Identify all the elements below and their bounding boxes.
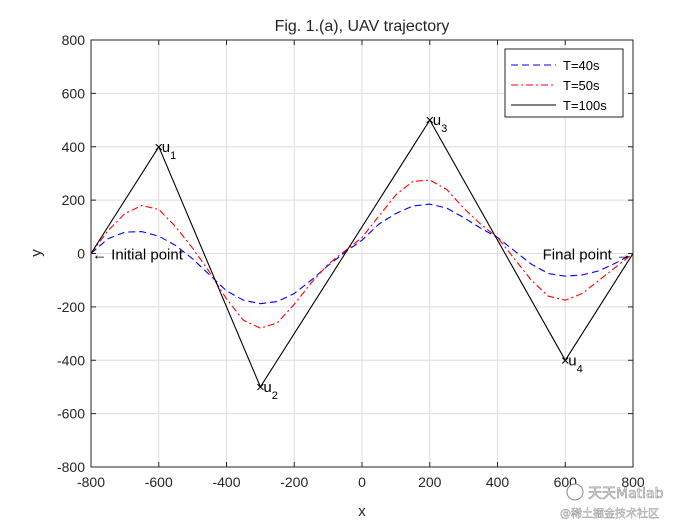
- waypoint-marker: ×: [154, 139, 163, 156]
- watermark: 天天Matlab @稀土掘金技术社区: [560, 483, 664, 520]
- x-tick-label: -800: [77, 474, 105, 490]
- final-point-label: Final point →: [543, 247, 631, 264]
- legend: T=40s T=50s T=100s: [504, 48, 624, 118]
- legend-box: [504, 48, 624, 118]
- initial-point-label: ← Initial point: [92, 247, 184, 264]
- y-axis-title: y: [28, 249, 45, 257]
- x-tick-label: -400: [212, 474, 240, 490]
- x-tick-label: 0: [358, 474, 366, 490]
- series-line-T=100s: [90, 119, 634, 388]
- waypoint-label-subscript: 4: [577, 363, 583, 375]
- legend-label-T=100s: T=100s: [563, 98, 607, 113]
- series-line-T=50s: [90, 179, 634, 329]
- waypoint-label-subscript: 2: [272, 390, 278, 402]
- chart-title: Fig. 1.(a), UAV trajectory: [275, 18, 450, 35]
- y-tick-label: 800: [62, 32, 86, 48]
- x-tick-label: 200: [418, 474, 442, 490]
- watermark-subtitle: @稀土掘金技术社区: [560, 506, 659, 520]
- x-tick-label: -200: [280, 474, 308, 490]
- y-tick-label: 0: [77, 246, 85, 262]
- series-line-T=40s: [90, 203, 634, 305]
- legend-label-T=40s: T=40s: [563, 58, 600, 73]
- x-tick-label: -600: [145, 474, 173, 490]
- y-tick-label: -600: [57, 406, 85, 422]
- x-tick-labels: -800 -600 -400 -200 0 200 400 600 800: [77, 40, 645, 490]
- waypoint-label-subscript: 3: [441, 123, 447, 135]
- waypoint-marker: ×: [256, 379, 265, 396]
- watermark-title: 天天Matlab: [588, 486, 664, 502]
- x-tick-label: 400: [486, 474, 510, 490]
- y-tick-label: -400: [57, 352, 85, 368]
- waypoint-label-subscript: 1: [170, 150, 176, 162]
- y-tick-labels: -800 -600 -400 -200 0 200 400 600 800: [57, 32, 633, 475]
- y-tick-label: 600: [62, 85, 86, 101]
- x-axis-title: x: [358, 503, 366, 520]
- wechat-icon: [566, 483, 584, 501]
- legend-label-T=50s: T=50s: [563, 78, 600, 93]
- y-tick-label: -800: [57, 459, 85, 475]
- y-tick-label: -200: [57, 299, 85, 315]
- y-tick-label: 200: [62, 192, 86, 208]
- grid-lines: [91, 40, 633, 467]
- series-group: [90, 119, 634, 388]
- waypoint-marker: ×: [425, 112, 434, 129]
- y-tick-label: 400: [62, 139, 86, 155]
- x-tick-label: 800: [621, 474, 645, 490]
- waypoint-marker: ×: [561, 352, 570, 369]
